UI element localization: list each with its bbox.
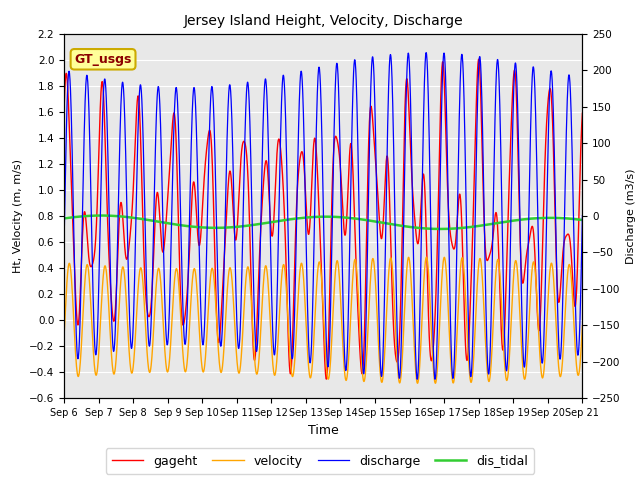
velocity <box>60 334 68 340</box>
gageht <box>579 110 586 116</box>
gageht <box>205 131 212 137</box>
Legend: gageht, velocity, discharge, dis_tidal: gageht, velocity, discharge, dis_tidal <box>106 448 534 474</box>
gageht <box>475 56 483 62</box>
Title: Jersey Island Height, Velocity, Discharge: Jersey Island Height, Velocity, Discharg… <box>184 14 463 28</box>
dis_tidal <box>548 215 556 221</box>
discharge <box>422 50 430 56</box>
velocity <box>205 302 212 308</box>
velocity <box>422 254 430 260</box>
dis_tidal <box>579 217 586 223</box>
dis_tidal <box>436 226 444 232</box>
discharge <box>60 242 68 248</box>
discharge <box>548 69 556 74</box>
discharge <box>533 175 541 181</box>
Line: dis_tidal: dis_tidal <box>64 216 582 229</box>
dis_tidal <box>97 213 105 218</box>
velocity <box>349 270 357 276</box>
gageht <box>349 179 357 185</box>
discharge <box>338 239 346 244</box>
Line: velocity: velocity <box>64 257 582 383</box>
gageht <box>60 109 68 115</box>
velocity <box>474 271 482 276</box>
gageht <box>323 376 330 382</box>
discharge <box>205 163 212 169</box>
gageht <box>533 303 541 309</box>
dis_tidal <box>60 216 68 221</box>
Y-axis label: Ht, Velocity (m, m/s): Ht, Velocity (m, m/s) <box>13 159 24 273</box>
dis_tidal <box>349 216 357 221</box>
velocity <box>338 321 346 327</box>
Line: gageht: gageht <box>64 59 582 379</box>
gageht <box>338 194 346 200</box>
Y-axis label: Discharge (m3/s): Discharge (m3/s) <box>626 168 636 264</box>
dis_tidal <box>205 225 212 230</box>
dis_tidal <box>338 215 346 220</box>
Line: discharge: discharge <box>64 53 582 379</box>
discharge <box>349 82 357 88</box>
discharge <box>579 213 586 218</box>
velocity <box>579 323 586 328</box>
discharge <box>413 376 421 382</box>
discharge <box>474 84 482 89</box>
Text: GT_usgs: GT_usgs <box>74 53 132 66</box>
velocity <box>413 380 421 386</box>
velocity <box>548 260 556 266</box>
gageht <box>548 95 556 101</box>
gageht <box>474 65 481 71</box>
X-axis label: Time: Time <box>308 424 339 437</box>
dis_tidal <box>533 216 541 221</box>
dis_tidal <box>474 223 482 229</box>
velocity <box>533 297 541 303</box>
